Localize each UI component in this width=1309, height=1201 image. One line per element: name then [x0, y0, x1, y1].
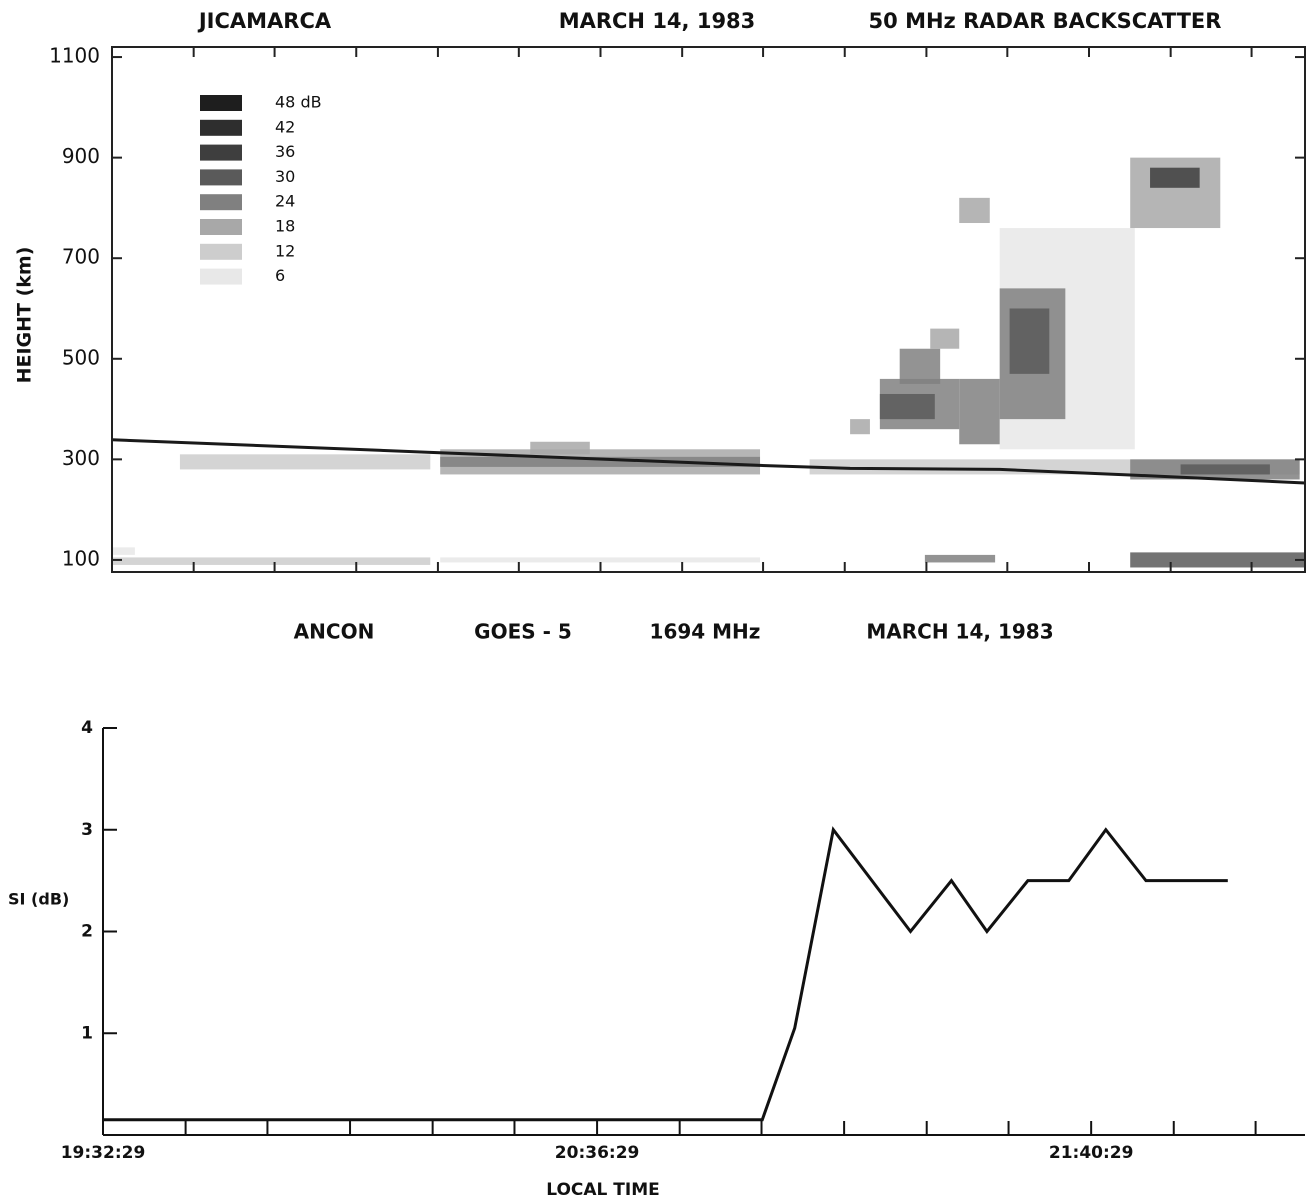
y-tick-label: 700 [62, 245, 100, 269]
y-tick-label: 1 [81, 1023, 93, 1043]
heatmap-cell [1009, 308, 1050, 374]
legend-swatch [200, 243, 242, 260]
heatmap-cell [112, 547, 135, 555]
legend-label: 36 [275, 142, 295, 161]
legend-swatch [200, 268, 242, 285]
y-tick-label: 1100 [49, 44, 100, 68]
heatmap-cell [1150, 167, 1200, 188]
heatmap-cell [179, 454, 431, 470]
chart-title: MARCH 14, 1983 [559, 9, 756, 33]
chart-title: GOES - 5 [474, 620, 572, 644]
y-tick-label: 900 [62, 144, 100, 168]
legend-swatch [200, 119, 242, 136]
legend-label: 48 dB [275, 93, 322, 112]
heatmap-cell [1180, 464, 1270, 475]
y-axis-label: HEIGHT (km) [14, 247, 36, 384]
chart-title: 50 MHz RADAR BACKSCATTER [869, 9, 1222, 33]
x-tick-label: 21:40:29 [1049, 1143, 1134, 1163]
legend-label: 24 [275, 192, 295, 211]
heatmap-cell [879, 393, 935, 420]
y-axis-label: SI (dB) [8, 890, 69, 909]
y-tick-label: 100 [62, 546, 100, 570]
x-tick-label: 19:32:29 [61, 1143, 146, 1163]
chart-title: JICAMARCA [197, 9, 332, 33]
legend-swatch [200, 95, 242, 111]
heatmap-cell [959, 197, 990, 224]
heatmap-cell [850, 419, 870, 435]
y-tick-label: 300 [62, 446, 100, 470]
heatmap-cell [959, 378, 1000, 445]
legend-label: 42 [275, 117, 295, 136]
plot-frame [111, 46, 1306, 573]
legend-label: 18 [275, 217, 295, 236]
heatmap-cell [112, 557, 431, 565]
y-tick-label: 4 [81, 718, 93, 738]
x-tick-label: 20:36:29 [555, 1143, 640, 1163]
legend-swatch [200, 219, 242, 235]
curve [111, 438, 1306, 485]
legend-swatch [200, 169, 242, 186]
legend-label: 12 [275, 241, 295, 260]
legend-label: 6 [275, 266, 285, 285]
y-tick-label: 3 [81, 820, 93, 840]
heatmap-cell [440, 456, 761, 467]
legend-swatch [200, 144, 242, 161]
chart-title: 1694 MHz [650, 620, 761, 644]
x-axis-label: LOCAL TIME [546, 1180, 660, 1200]
heatmap-cell [1130, 552, 1305, 568]
legend-label: 30 [275, 167, 295, 186]
chart-title: ANCON [294, 620, 375, 644]
heatmap-cell [530, 441, 590, 455]
heatmap-cell [924, 554, 996, 563]
y-tick-label: 2 [81, 922, 93, 942]
heatmap-cell [899, 348, 941, 384]
chart-title: MARCH 14, 1983 [866, 620, 1053, 644]
legend-swatch [200, 194, 242, 211]
heatmap-cell [440, 557, 761, 563]
heatmap-cell [930, 328, 960, 349]
y-tick-label: 500 [62, 345, 100, 369]
line-series [103, 826, 1228, 1122]
